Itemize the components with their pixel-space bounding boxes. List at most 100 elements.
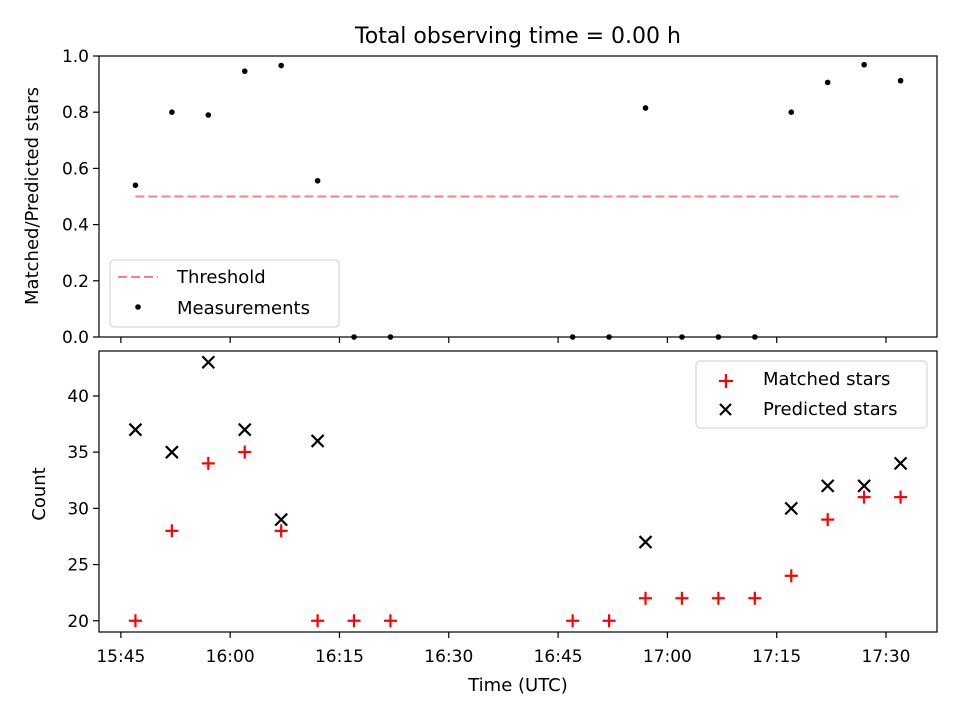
matched-star-point [748, 591, 762, 605]
measurement-point [387, 334, 394, 340]
matched-star-point [602, 614, 616, 628]
matched-star-point [857, 490, 871, 504]
figure-title: Total observing time = 0.00 h [354, 24, 681, 49]
bottom-y-tick-label: 35 [67, 443, 89, 463]
predicted-x-b [310, 434, 325, 448]
bottom-panel: 20 25 30 35 40 15:45 16:00 16:15 16:30 16:45 17:0… [29, 350, 938, 696]
predicted-star-point [128, 422, 143, 437]
bottom-y-tick-label: 20 [67, 612, 89, 632]
measurements-legend-swatch [135, 304, 141, 310]
measurement-point [132, 182, 139, 189]
bottom-y-axis-label: Count [29, 467, 50, 520]
matched-legend-label: Matched stars [763, 369, 890, 390]
matched-star-point [711, 591, 725, 605]
bottom-x-ticks: 15:45 16:00 16:15 16:30 16:45 17:00 17:15 17:30 [96, 632, 910, 667]
measurement-point [679, 334, 685, 340]
predicted-star-point [274, 512, 288, 527]
top-y-tick-label: 0.6 [62, 159, 89, 179]
predicted-x-b [201, 355, 216, 370]
predicted-legend-label: Predicted stars [763, 399, 897, 420]
predicted-legend-swatch [719, 403, 732, 416]
x-tick-label: 16:45 [534, 647, 583, 667]
x-tick-label: 16:00 [206, 647, 255, 667]
top-legend-box [109, 259, 340, 328]
threshold-legend-label: Threshold [176, 267, 266, 288]
predicted-x-b [893, 456, 908, 471]
measurement-point [642, 105, 649, 111]
matched-star-point [165, 524, 179, 538]
top-legend: Threshold Measurements [109, 259, 340, 328]
bottom-y-tick-label: 30 [67, 499, 89, 519]
matched-star-point [128, 614, 142, 628]
top-x-ticks [120, 337, 887, 343]
matched-star-point [894, 490, 908, 504]
measurement-point [351, 334, 357, 340]
measurement-point [205, 112, 212, 118]
predicted-star-point [237, 422, 252, 437]
bottom-legend: Matched stars Predicted stars [695, 360, 928, 429]
measurement-point [715, 334, 722, 340]
matched-star-point [639, 591, 653, 605]
bottom-legend-box [695, 360, 928, 429]
matched-star-point [821, 513, 835, 527]
measurements-legend-label: Measurements [177, 298, 310, 319]
measurement-point [278, 62, 284, 69]
predicted-star-point [893, 456, 908, 471]
predicted-x-b [784, 501, 799, 516]
matched-star-point [566, 614, 580, 628]
predicted-star-point [638, 535, 653, 549]
top-y-tick-label: 1.0 [62, 47, 89, 67]
measurement-point [788, 109, 795, 115]
bottom-y-ticks: 20 25 30 35 40 [67, 387, 99, 632]
predicted-x-b [857, 479, 871, 493]
predicted-star-point [201, 355, 216, 370]
x-tick-label: 17:15 [752, 647, 801, 667]
predicted-x-b [128, 422, 143, 437]
matched-legend-swatch [719, 374, 733, 388]
top-y-tick-label: 0.8 [62, 103, 89, 123]
bottom-plot-marks [128, 355, 908, 628]
matched-star-point [383, 614, 397, 628]
measurement-point [824, 79, 831, 86]
measurement-point [606, 334, 612, 340]
measurement-point [169, 109, 175, 115]
measurement-point [241, 68, 248, 74]
measurement-point [861, 61, 867, 68]
top-y-axis-label: Matched/Predicted stars [22, 87, 43, 305]
x-tick-label: 17:00 [643, 647, 692, 667]
top-y-tick-label: 0.4 [62, 216, 89, 236]
matched-star-point [201, 456, 215, 470]
x-axis-label: Time (UTC) [467, 675, 568, 696]
measurement-point [897, 77, 904, 84]
measurement-point [752, 334, 758, 340]
x-tick-label: 16:15 [315, 647, 364, 667]
top-y-ticks: 0.0 0.2 0.4 0.6 0.8 1.0 [62, 47, 99, 348]
bottom-y-tick-label: 25 [67, 556, 89, 576]
predicted-star-point [310, 434, 325, 448]
x-tick-label: 17:30 [861, 647, 910, 667]
matched-star-point [784, 569, 798, 583]
predicted-star-point [857, 479, 871, 493]
bottom-y-tick-label: 40 [67, 387, 89, 407]
top-y-tick-label: 0.0 [62, 328, 89, 348]
predicted-x-b [165, 445, 179, 459]
measurement-point [569, 334, 576, 340]
x-tick-label: 16:30 [424, 647, 473, 667]
predicted-star-point [820, 479, 835, 493]
predicted-x-b [237, 422, 252, 437]
matched-star-point [675, 591, 689, 605]
predicted-x-b [820, 479, 835, 493]
top-plot-marks [132, 61, 904, 340]
measurement-point [314, 177, 321, 184]
top-panel: 0.0 0.2 0.4 0.6 0.8 1.0 Matched/Predicted sta… [22, 47, 938, 348]
top-y-tick-label: 0.2 [62, 272, 89, 292]
predicted-x-b [274, 512, 288, 527]
x-tick-label: 15:45 [96, 647, 145, 667]
predicted-x-b [638, 535, 653, 549]
matched-star-point [274, 524, 288, 538]
matched-star-point [347, 614, 361, 628]
matched-star-point [238, 445, 252, 459]
predicted-star-point [165, 445, 179, 459]
predicted-star-point [784, 501, 799, 516]
